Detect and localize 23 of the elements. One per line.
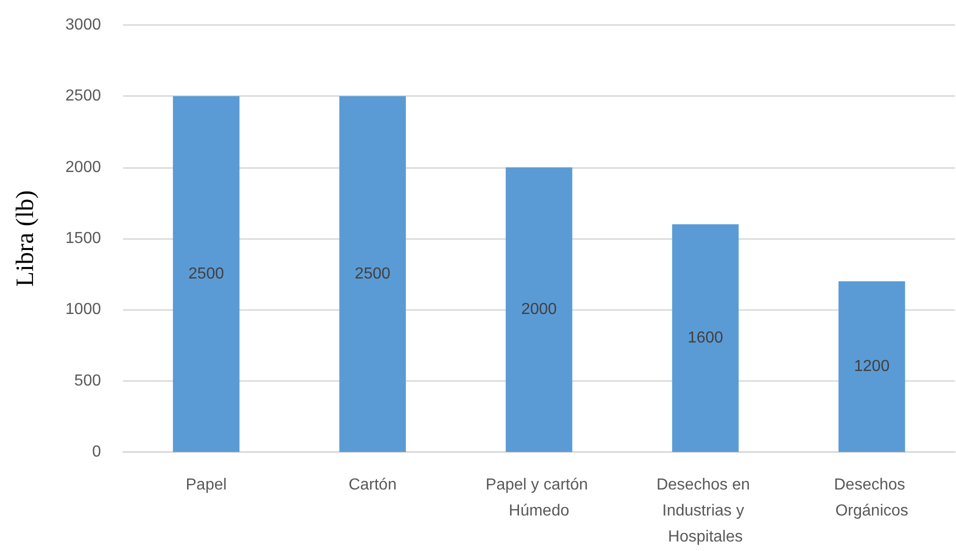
bar — [172, 96, 240, 452]
y-tick-label: 1000 — [65, 301, 102, 318]
data-label: 2500 — [354, 266, 390, 283]
bar — [506, 167, 572, 452]
data-label: 2000 — [521, 301, 557, 318]
data-label: 2500 — [188, 266, 224, 283]
x-tick-label: Desechos en Industrias y Hospitales — [656, 476, 754, 546]
y-tick-label: 2000 — [65, 158, 102, 176]
y-tick-label: 500 — [74, 372, 102, 390]
x-tick-label: Papel y cartón Húmedo — [486, 476, 592, 520]
data-label: 1600 — [688, 330, 724, 347]
bar — [838, 281, 906, 452]
data-label: 1200 — [854, 358, 890, 376]
y-tick-label: 3000 — [65, 16, 102, 34]
x-tick-label: Desechos Orgánicos — [834, 476, 910, 520]
x-tick-label: Papel — [186, 476, 227, 494]
x-tick-label: Cartón — [348, 476, 397, 494]
bar — [339, 96, 406, 452]
y-tick-label: 2500 — [65, 88, 102, 105]
y-tick-label: 0 — [92, 444, 102, 460]
y-tick-label: 1500 — [65, 230, 102, 247]
bar — [672, 224, 739, 452]
y-axis-title: Libra (lb) — [12, 190, 39, 287]
